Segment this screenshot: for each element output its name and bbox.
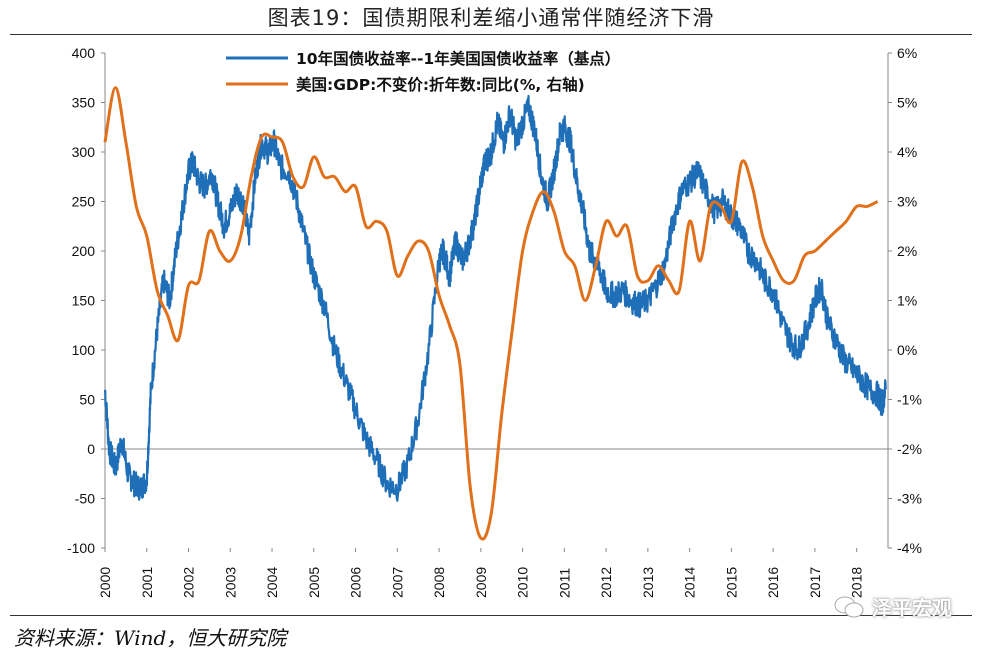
x-tick-label: 2004	[264, 567, 280, 598]
left-tick-label: 50	[79, 392, 95, 408]
legend-label: 美国:GDP:不变价:折年数:同比(%, 右轴)	[296, 75, 585, 94]
left-tick-label: 350	[72, 95, 96, 111]
top-divider	[10, 34, 972, 35]
x-tick-label: 2018	[849, 567, 865, 598]
left-tick-label: -100	[67, 540, 95, 556]
right-tick-label: -1%	[897, 392, 922, 408]
right-tick-label: 0%	[897, 342, 917, 358]
spread-series-line	[103, 94, 887, 502]
x-tick-label: 2011	[556, 568, 572, 598]
left-tick-label: 0	[87, 441, 95, 457]
gdp-series-line	[103, 86, 879, 541]
right-tick-label: -4%	[897, 540, 922, 556]
x-tick-label: 2007	[389, 567, 405, 598]
left-tick-label: 400	[72, 45, 96, 61]
x-tick-label: 2002	[181, 567, 197, 598]
watermark-text: 泽平宏观	[872, 596, 952, 620]
left-tick-label: 150	[72, 293, 96, 309]
x-tick-label: 2000	[97, 567, 113, 598]
left-tick-label: 250	[72, 194, 96, 210]
x-tick-label: 2005	[306, 567, 322, 598]
x-tick-label: 2015	[723, 567, 739, 598]
x-tick-label: 2017	[807, 567, 823, 598]
x-tick-label: 2016	[765, 567, 781, 598]
right-tick-label: -2%	[897, 441, 922, 457]
right-tick-label: 3%	[897, 194, 917, 210]
legend: 10年国债收益率--1年美国国债收益率（基点） 美国:GDP:不变价:折年数:同比…	[226, 49, 620, 94]
x-tick-label: 2008	[431, 567, 447, 598]
left-tick-label: -50	[75, 491, 95, 507]
x-tick-label: 2003	[222, 567, 238, 598]
left-tick-label: 200	[72, 243, 96, 259]
axes-layer: -100 -50 0 50 100 150 200 250 300 350 400 -4% -3% -2%…	[67, 45, 922, 598]
x-tick-label: 2014	[682, 567, 698, 598]
watermark: 泽平宏观	[834, 592, 952, 621]
x-tick-label: 2009	[473, 567, 489, 598]
x-tick-label: 2006	[348, 567, 364, 598]
right-tick-label: 2%	[897, 243, 917, 259]
right-tick-label: 4%	[897, 144, 917, 160]
legend-label: 10年国债收益率--1年美国国债收益率（基点）	[296, 49, 620, 68]
left-tick-label: 100	[72, 342, 96, 358]
x-tick-label: 2012	[598, 567, 614, 598]
right-tick-label: 1%	[897, 293, 917, 309]
source-note: 资料来源：Wind，恒大研究院	[14, 626, 287, 650]
bottom-divider	[10, 615, 972, 616]
x-tick-label: 2013	[640, 567, 656, 598]
right-tick-label: 6%	[897, 45, 917, 61]
series-layer	[103, 86, 887, 541]
wechat-icon	[834, 596, 864, 617]
figure-title: 图表19：国债期限利差缩小通常伴随经济下滑	[267, 6, 715, 30]
right-tick-label: -3%	[897, 491, 922, 507]
x-tick-label: 2010	[515, 567, 531, 598]
line-chart: -100 -50 0 50 100 150 200 250 300 350 400 -4% -3% -2%…	[67, 45, 922, 598]
right-tick-label: 5%	[897, 95, 917, 111]
left-tick-label: 300	[72, 144, 96, 160]
x-tick-label: 2001	[139, 567, 155, 598]
